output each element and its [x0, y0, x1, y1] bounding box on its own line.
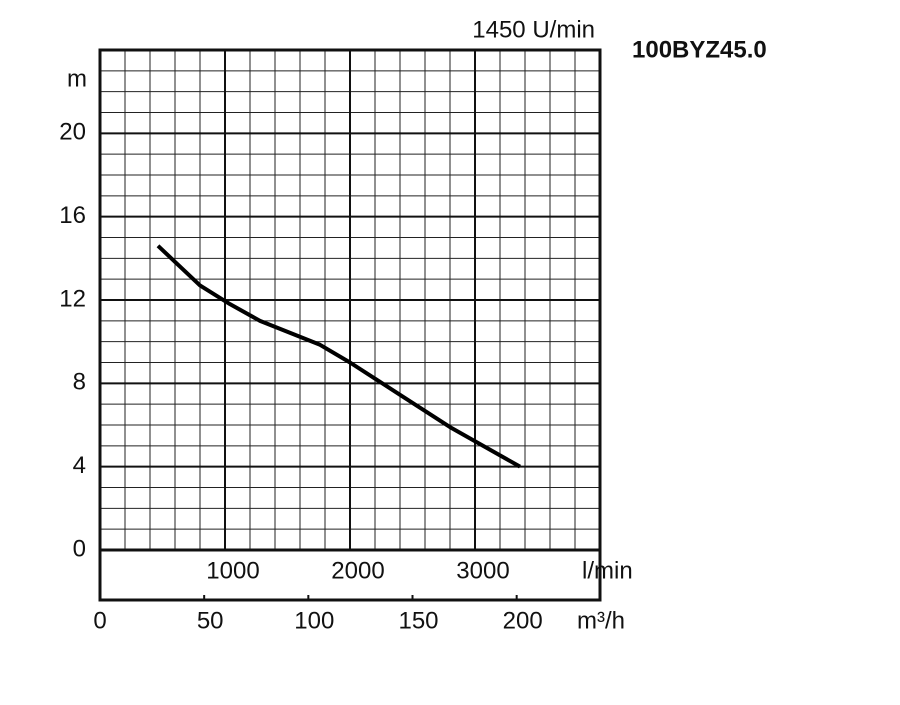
x2-tick-label: 200 [503, 607, 543, 634]
y-tick-label: 16 [59, 202, 86, 229]
y-tick-label: 0 [73, 535, 86, 562]
x2-tick-label: 50 [197, 607, 224, 634]
x-tick-label: 3000 [456, 557, 509, 584]
y-tick-label: 4 [73, 452, 86, 479]
x2-tick-label: 150 [398, 607, 438, 634]
x2-tick-label: 100 [294, 607, 334, 634]
x-axis-label: l/min [582, 557, 633, 584]
x-tick-label: 2000 [331, 557, 384, 584]
y-axis-label: m [67, 65, 87, 92]
y-tick-label: 12 [59, 285, 86, 312]
x2-axis-label: m³/h [577, 607, 625, 634]
x2-axis-box [98, 550, 602, 602]
y-tick-label: 20 [59, 119, 86, 146]
chart-title: 100BYZ45.0 [632, 36, 767, 63]
y-tick-label: 8 [73, 369, 86, 396]
curve [156, 244, 521, 469]
plot-border [98, 48, 602, 552]
x2-tick-label: 0 [93, 607, 106, 634]
x-tick-label: 1000 [206, 557, 259, 584]
chart-subtitle: 1450 U/min [472, 16, 595, 43]
